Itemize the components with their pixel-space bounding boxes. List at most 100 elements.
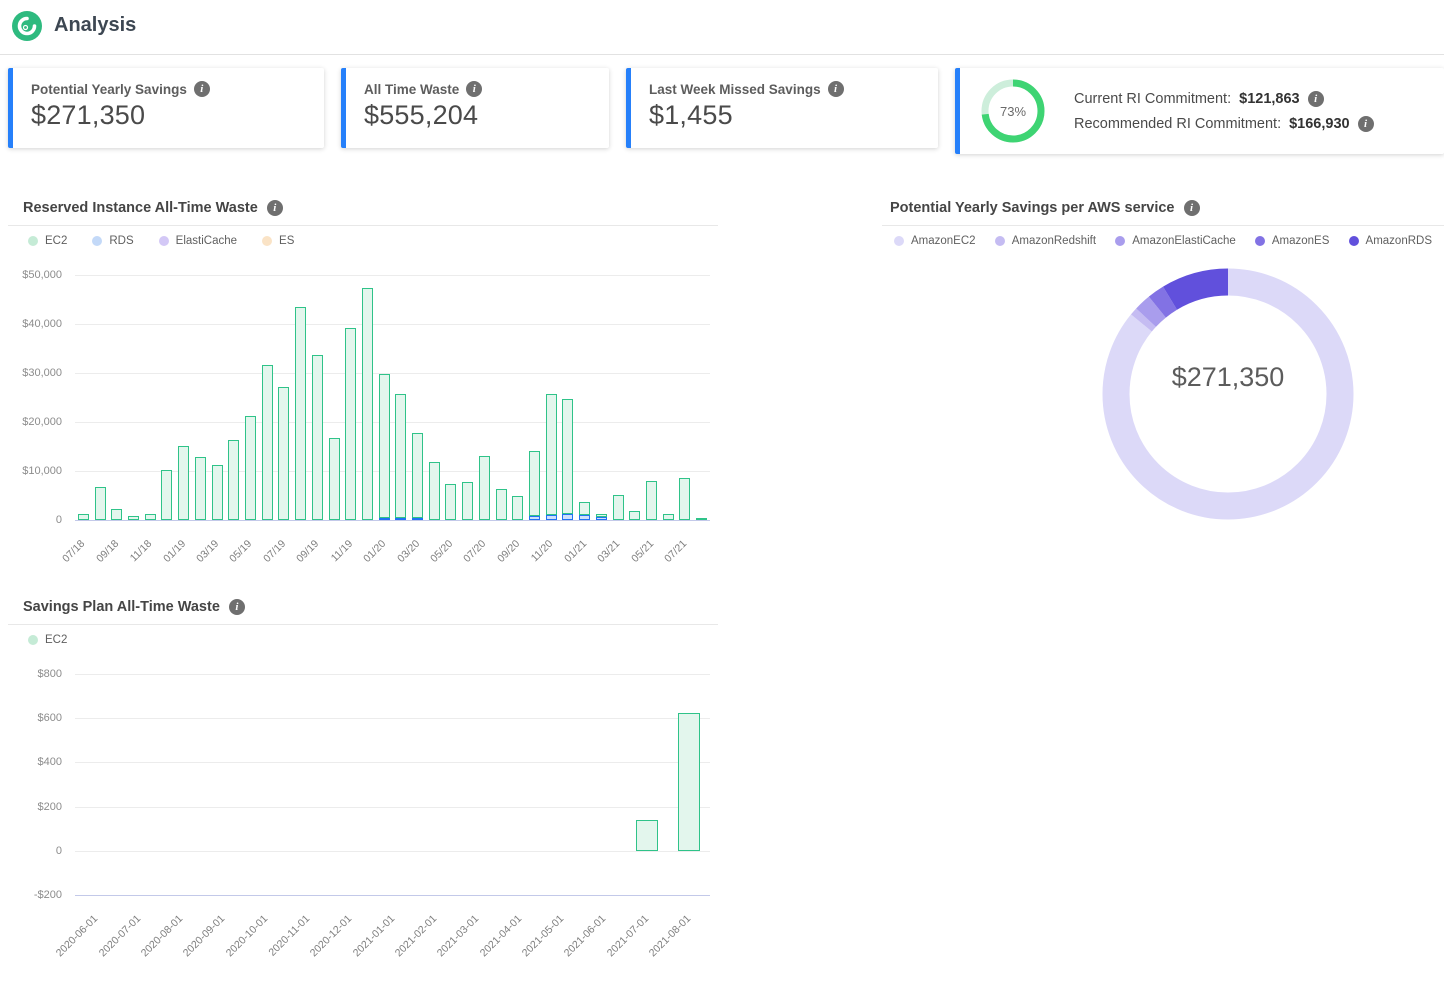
bar-rds-12/20[interactable]	[562, 513, 574, 520]
card-label: Potential Yearly Savings	[31, 81, 187, 97]
bar-ec2-07/20[interactable]	[478, 456, 490, 520]
bar-ec2-07/18[interactable]	[77, 513, 89, 520]
bar-ec2-02/21[interactable]	[595, 514, 607, 518]
bar-ec2-08/19[interactable]	[295, 307, 307, 520]
info-icon[interactable]: i	[827, 81, 844, 97]
info-icon[interactable]: i	[266, 200, 283, 216]
bar-ec2-01/19[interactable]	[178, 446, 190, 520]
bar-rds-01/20[interactable]	[378, 518, 390, 520]
bar-ec2-06/21[interactable]	[662, 514, 674, 520]
bar-ec2-03/20[interactable]	[412, 433, 424, 518]
top-header: Analysis	[0, 0, 1444, 55]
bar-ec2-04/19[interactable]	[228, 440, 240, 520]
legend-item-EC2[interactable]: EC2	[28, 235, 67, 247]
card-potential-yearly-savings: Potential Yearly Savings i $271,350	[8, 68, 324, 148]
legend-dot	[28, 635, 38, 645]
ring-percent-label: 73%	[999, 103, 1027, 119]
bar-rds-02/21[interactable]	[595, 517, 607, 520]
bar-ec2-04/21[interactable]	[629, 511, 641, 520]
bar-ec2-01/20[interactable]	[378, 373, 390, 518]
bar-ec2-12/19[interactable]	[361, 287, 373, 520]
bar-ec2-08/18[interactable]	[94, 486, 106, 520]
bar-ec2-05/21[interactable]	[646, 481, 657, 520]
gridline	[75, 850, 710, 852]
bar-ec2-03/21[interactable]	[612, 494, 624, 520]
donut-chart: $271,350	[1102, 268, 1354, 520]
card-value: $1,455	[649, 100, 733, 130]
info-icon[interactable]: i	[1183, 200, 1200, 216]
card-value: $555,204	[364, 100, 479, 130]
bar-rds-03/20[interactable]	[412, 517, 424, 520]
legend-item-ES[interactable]: ES	[262, 235, 294, 247]
bar-ec2-10/20[interactable]	[529, 451, 541, 517]
divider	[8, 624, 718, 625]
bar-ec2-08/21[interactable]	[696, 518, 708, 520]
card-value: $271,350	[31, 100, 146, 130]
legend-dot	[1254, 236, 1265, 246]
donut-slice-AmazonRDS[interactable]	[1102, 268, 1354, 520]
legend-item-AmazonElastiCache[interactable]: AmazonElastiCache	[1115, 235, 1236, 247]
row-value: $121,863	[1239, 90, 1300, 107]
bar-ec2-12/18[interactable]	[161, 470, 173, 520]
bar-ec2-07/19[interactable]	[278, 386, 290, 520]
bar-ec2-09/20[interactable]	[512, 496, 524, 520]
legend-item-AmazonRDS[interactable]: AmazonRDS	[1348, 235, 1432, 247]
info-icon[interactable]: i	[1307, 90, 1324, 107]
legend-item-AmazonES[interactable]: AmazonES	[1254, 235, 1329, 247]
bar-ec2-11/20[interactable]	[545, 393, 557, 516]
sp-chart-legend: EC2	[8, 625, 718, 650]
y-tick-label: -$200	[33, 889, 62, 901]
info-icon[interactable]: i	[1357, 115, 1374, 132]
bar-rds-01/21[interactable]	[579, 515, 591, 520]
bar-ec2-11/19[interactable]	[345, 327, 357, 520]
bar-rds-02/20[interactable]	[395, 518, 407, 520]
bar-ec2-09/19[interactable]	[311, 355, 323, 520]
bar-ec2-10/18[interactable]	[127, 515, 139, 520]
current-ri-commitment-row: Current RI Commitment: $121,863 i	[1074, 90, 1374, 107]
legend-label: EC2	[45, 235, 68, 247]
bar-ec2-02/19[interactable]	[194, 456, 206, 520]
info-icon[interactable]: i	[228, 599, 245, 615]
bar-ec2-03/19[interactable]	[211, 465, 223, 520]
legend-dot	[158, 236, 169, 246]
bar-rds-11/20[interactable]	[545, 515, 557, 520]
bar-ec2-04/20[interactable]	[428, 461, 440, 520]
card-label: All Time Waste	[364, 81, 460, 97]
y-tick-label: $10,000	[22, 465, 62, 477]
gridline	[75, 373, 710, 374]
legend-item-AmazonRedshift[interactable]: AmazonRedshift	[994, 235, 1097, 247]
legend-label: RDS	[109, 235, 134, 247]
bar-ec2-2021-07-01[interactable]	[635, 819, 658, 851]
ring-progress	[981, 79, 1045, 143]
bar-ec2-10/19[interactable]	[328, 438, 340, 520]
gridline	[75, 806, 710, 808]
row-value: $166,930	[1289, 115, 1350, 132]
y-tick-label: $20,000	[22, 416, 62, 428]
info-icon[interactable]: i	[193, 81, 210, 97]
legend-label: EC2	[45, 634, 68, 646]
bar-ec2-12/20[interactable]	[562, 399, 574, 514]
bar-ec2-02/20[interactable]	[395, 394, 407, 518]
legend-dot	[262, 236, 273, 246]
legend-item-AmazonEC2[interactable]: AmazonEC2	[894, 235, 976, 247]
legend-label: AmazonRedshift	[1011, 235, 1097, 247]
legend-item-EC2[interactable]: EC2	[28, 634, 67, 646]
y-tick-label: $40,000	[22, 318, 62, 330]
bar-ec2-06/19[interactable]	[261, 364, 273, 520]
bar-ec2-05/19[interactable]	[244, 416, 256, 520]
bar-ec2-2021-08-01[interactable]	[677, 712, 700, 851]
bar-ec2-05/20[interactable]	[445, 484, 457, 520]
info-icon[interactable]: i	[466, 81, 483, 97]
bar-ec2-09/18[interactable]	[111, 508, 123, 520]
bar-rds-10/20[interactable]	[529, 516, 541, 520]
y-tick-label: $800	[37, 668, 62, 680]
bar-ec2-06/20[interactable]	[462, 482, 474, 520]
legend-item-ElastiCache[interactable]: ElastiCache	[158, 235, 237, 247]
bar-ec2-01/21[interactable]	[579, 501, 591, 516]
bar-ec2-11/18[interactable]	[144, 513, 156, 520]
legend-item-RDS[interactable]: RDS	[92, 235, 134, 247]
bar-ec2-08/20[interactable]	[495, 489, 507, 520]
card-ri-commitment: 73% Current RI Commitment: $121,863 i Re…	[955, 68, 1444, 154]
bar-ec2-07/21[interactable]	[679, 477, 691, 520]
gridline	[75, 762, 710, 764]
